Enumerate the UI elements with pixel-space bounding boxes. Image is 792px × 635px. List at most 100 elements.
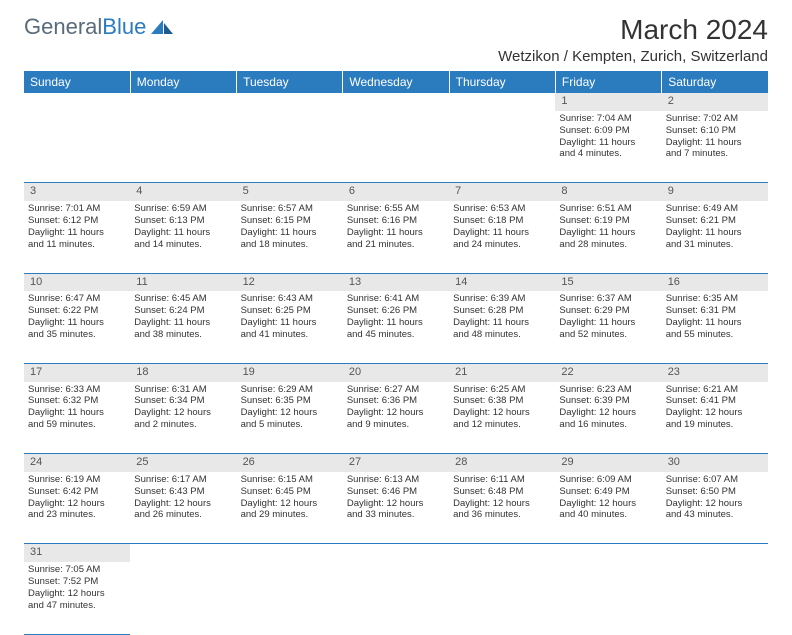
day-number-cell: 7 <box>449 183 555 201</box>
day-detail-cell <box>237 562 343 634</box>
day-number-cell: 20 <box>343 363 449 381</box>
detail-sunset: Sunset: 6:15 PM <box>241 215 339 227</box>
detail-sunset: Sunset: 6:09 PM <box>559 125 657 137</box>
day-number-cell <box>449 93 555 111</box>
weekday-header: Wednesday <box>343 71 449 93</box>
detail-day2: and 47 minutes. <box>28 600 126 612</box>
detail-sunrise: Sunrise: 6:33 AM <box>28 384 126 396</box>
day-number-cell <box>237 93 343 111</box>
detail-day2: and 41 minutes. <box>241 329 339 341</box>
detail-sunrise: Sunrise: 6:53 AM <box>453 203 551 215</box>
calendar-table: SundayMondayTuesdayWednesdayThursdayFrid… <box>24 71 768 635</box>
detail-day2: and 59 minutes. <box>28 419 126 431</box>
detail-day1: Daylight: 11 hours <box>134 227 232 239</box>
day-number-cell: 15 <box>555 273 661 291</box>
day-number-row: 31 <box>24 544 768 562</box>
detail-day1: Daylight: 12 hours <box>241 498 339 510</box>
day-number-cell: 25 <box>130 454 236 472</box>
detail-sunset: Sunset: 6:49 PM <box>559 486 657 498</box>
day-number-cell: 26 <box>237 454 343 472</box>
detail-sunset: Sunset: 6:45 PM <box>241 486 339 498</box>
day-detail-cell <box>662 562 768 634</box>
day-detail-cell: Sunrise: 6:29 AMSunset: 6:35 PMDaylight:… <box>237 382 343 454</box>
day-detail-cell: Sunrise: 6:31 AMSunset: 6:34 PMDaylight:… <box>130 382 236 454</box>
detail-sunset: Sunset: 6:18 PM <box>453 215 551 227</box>
day-number-cell: 30 <box>662 454 768 472</box>
day-detail-row: Sunrise: 6:47 AMSunset: 6:22 PMDaylight:… <box>24 291 768 363</box>
day-detail-cell: Sunrise: 6:59 AMSunset: 6:13 PMDaylight:… <box>130 201 236 273</box>
detail-sunset: Sunset: 6:10 PM <box>666 125 764 137</box>
day-detail-cell: Sunrise: 7:05 AMSunset: 7:52 PMDaylight:… <box>24 562 130 634</box>
day-number-cell: 11 <box>130 273 236 291</box>
day-number-cell: 29 <box>555 454 661 472</box>
detail-day2: and 48 minutes. <box>453 329 551 341</box>
detail-sunrise: Sunrise: 6:21 AM <box>666 384 764 396</box>
day-detail-cell: Sunrise: 6:15 AMSunset: 6:45 PMDaylight:… <box>237 472 343 544</box>
day-number-cell: 9 <box>662 183 768 201</box>
day-number-cell: 19 <box>237 363 343 381</box>
day-detail-cell: Sunrise: 7:04 AMSunset: 6:09 PMDaylight:… <box>555 111 661 183</box>
detail-sunset: Sunset: 6:34 PM <box>134 395 232 407</box>
detail-sunrise: Sunrise: 6:43 AM <box>241 293 339 305</box>
day-number-cell <box>555 544 661 562</box>
detail-day1: Daylight: 12 hours <box>347 498 445 510</box>
detail-day1: Daylight: 11 hours <box>241 227 339 239</box>
day-number-cell: 14 <box>449 273 555 291</box>
day-number-row: 17181920212223 <box>24 363 768 381</box>
day-number-cell: 31 <box>24 544 130 562</box>
detail-sunset: Sunset: 6:42 PM <box>28 486 126 498</box>
weekday-header: Saturday <box>662 71 768 93</box>
detail-sunset: Sunset: 6:26 PM <box>347 305 445 317</box>
day-number-cell <box>343 544 449 562</box>
detail-sunrise: Sunrise: 6:27 AM <box>347 384 445 396</box>
detail-sunset: Sunset: 6:31 PM <box>666 305 764 317</box>
day-detail-cell <box>130 562 236 634</box>
detail-day1: Daylight: 11 hours <box>134 317 232 329</box>
day-number-cell <box>343 93 449 111</box>
header: GeneralBlue March 2024 Wetzikon / Kempte… <box>24 14 768 65</box>
detail-day2: and 33 minutes. <box>347 509 445 521</box>
detail-sunrise: Sunrise: 6:11 AM <box>453 474 551 486</box>
detail-sunrise: Sunrise: 6:29 AM <box>241 384 339 396</box>
detail-day2: and 31 minutes. <box>666 239 764 251</box>
detail-sunset: Sunset: 6:21 PM <box>666 215 764 227</box>
day-number-cell: 5 <box>237 183 343 201</box>
title-block: March 2024 Wetzikon / Kempten, Zurich, S… <box>498 14 768 65</box>
detail-day1: Daylight: 12 hours <box>28 498 126 510</box>
detail-day1: Daylight: 12 hours <box>666 498 764 510</box>
day-detail-cell: Sunrise: 6:09 AMSunset: 6:49 PMDaylight:… <box>555 472 661 544</box>
detail-sunrise: Sunrise: 7:05 AM <box>28 564 126 576</box>
detail-day2: and 16 minutes. <box>559 419 657 431</box>
day-detail-cell <box>24 111 130 183</box>
detail-day2: and 55 minutes. <box>666 329 764 341</box>
detail-day1: Daylight: 11 hours <box>559 137 657 149</box>
detail-sunset: Sunset: 6:48 PM <box>453 486 551 498</box>
day-detail-cell <box>130 111 236 183</box>
day-number-cell: 22 <box>555 363 661 381</box>
weekday-header: Friday <box>555 71 661 93</box>
logo: GeneralBlue <box>24 14 177 40</box>
day-detail-cell: Sunrise: 6:27 AMSunset: 6:36 PMDaylight:… <box>343 382 449 454</box>
day-number-row: 10111213141516 <box>24 273 768 291</box>
detail-day2: and 7 minutes. <box>666 148 764 160</box>
detail-day2: and 14 minutes. <box>134 239 232 251</box>
detail-sunset: Sunset: 6:50 PM <box>666 486 764 498</box>
day-number-cell <box>130 544 236 562</box>
detail-day1: Daylight: 11 hours <box>666 317 764 329</box>
detail-sunrise: Sunrise: 6:07 AM <box>666 474 764 486</box>
detail-day2: and 19 minutes. <box>666 419 764 431</box>
detail-sunset: Sunset: 6:24 PM <box>134 305 232 317</box>
detail-sunrise: Sunrise: 6:59 AM <box>134 203 232 215</box>
detail-day2: and 52 minutes. <box>559 329 657 341</box>
day-number-cell: 17 <box>24 363 130 381</box>
detail-day1: Daylight: 11 hours <box>28 407 126 419</box>
detail-day1: Daylight: 11 hours <box>347 227 445 239</box>
day-detail-cell: Sunrise: 7:02 AMSunset: 6:10 PMDaylight:… <box>662 111 768 183</box>
day-detail-cell: Sunrise: 7:01 AMSunset: 6:12 PMDaylight:… <box>24 201 130 273</box>
sail-icon <box>149 18 177 36</box>
detail-sunset: Sunset: 6:46 PM <box>347 486 445 498</box>
detail-sunrise: Sunrise: 6:51 AM <box>559 203 657 215</box>
detail-day2: and 38 minutes. <box>134 329 232 341</box>
detail-sunset: Sunset: 6:35 PM <box>241 395 339 407</box>
detail-day2: and 21 minutes. <box>347 239 445 251</box>
